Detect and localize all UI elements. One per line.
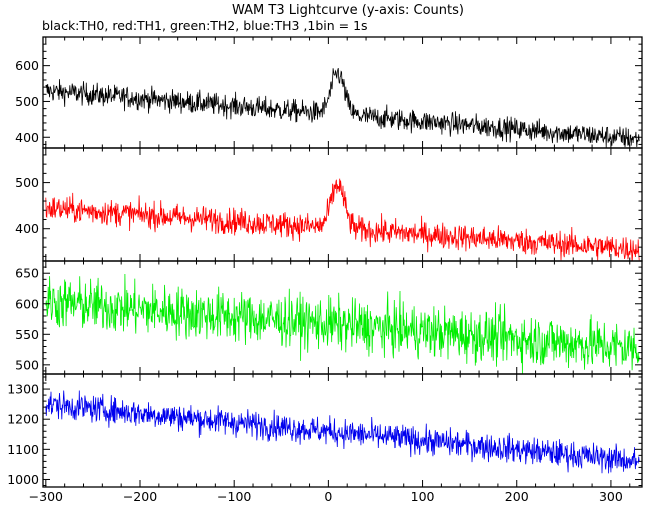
x-tick-label: 0 xyxy=(324,489,332,504)
panel-th3: 1000 1100 1200 1300 xyxy=(7,373,643,488)
y-tick-label: 1000 xyxy=(7,472,39,487)
x-axis: −300 −200 −100 0 100 200 300 xyxy=(29,489,623,504)
panel-frame xyxy=(42,36,643,149)
y-tick-label: 1200 xyxy=(7,412,39,427)
y-tick-label: 500 xyxy=(15,175,39,190)
y-tick-label: 500 xyxy=(15,357,39,372)
y-tick-label: 500 xyxy=(15,94,39,109)
x-tick-label: 300 xyxy=(599,489,623,504)
series-th0-line xyxy=(45,67,640,148)
panel-th2: 500 550 600 650 xyxy=(15,260,643,375)
y-tick-label: 400 xyxy=(15,221,39,236)
y-tick-label: 600 xyxy=(15,58,39,73)
series-th3-line xyxy=(45,390,640,474)
x-tick-label: −300 xyxy=(29,489,63,504)
series-th2-line xyxy=(45,273,640,374)
plot-panels: 4005006004005005005506006501000110012001… xyxy=(7,36,643,488)
panel-frame xyxy=(42,373,643,488)
panel-frame xyxy=(42,147,643,262)
y-tick-label: 550 xyxy=(15,327,39,342)
y-tick-label: 650 xyxy=(15,266,39,281)
panel-th0: 400 500 600 xyxy=(15,36,643,149)
chart-subtitle: black:TH0, red:TH1, green:TH2, blue:TH3 … xyxy=(42,18,368,33)
x-tick-label: −100 xyxy=(217,489,251,504)
series-th1-line xyxy=(45,178,640,261)
y-tick-label: 600 xyxy=(15,296,39,311)
panel-frame xyxy=(42,260,643,375)
panel-th1: 400 500 xyxy=(15,147,643,262)
x-tick-label: 100 xyxy=(411,489,435,504)
y-tick-label: 1100 xyxy=(7,442,39,457)
y-tick-label: 400 xyxy=(15,130,39,145)
x-tick-label: 200 xyxy=(505,489,529,504)
y-tick-label: 1300 xyxy=(7,382,39,397)
x-tick-label: −200 xyxy=(123,489,157,504)
chart-title: WAM T3 Lightcurve (y-axis: Counts) xyxy=(232,3,464,18)
